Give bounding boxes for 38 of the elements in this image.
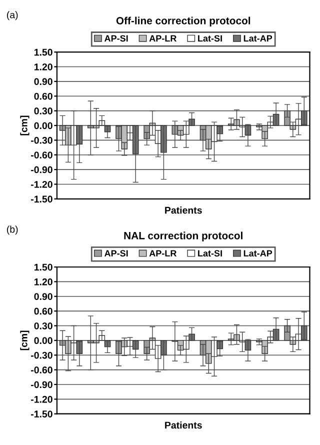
y-axis-title: [cm] (20, 116, 30, 136)
y-tick-label: 0.90 (34, 293, 52, 300)
y-tick-label: 0.00 (34, 122, 52, 130)
y-tick-label: 1.20 (34, 278, 52, 286)
x-axis-title: Patients (165, 206, 202, 214)
text: (a) (7, 11, 18, 20)
chart-title: NAL correction protocol (124, 232, 242, 242)
y-tick-label: -0.90 (31, 381, 52, 388)
y-tick-label: -0.90 (31, 166, 52, 174)
legend-label: AP-LR (149, 35, 177, 42)
y-tick-label: 0.30 (34, 322, 52, 330)
y-tick-label: 0.60 (34, 308, 52, 315)
y-tick-label: 0.00 (34, 337, 52, 344)
legend-label: AP-SI (104, 250, 128, 257)
text: (b) (7, 226, 18, 235)
y-tick-label: 1.20 (34, 63, 52, 70)
y-tick-label: 0.90 (34, 78, 52, 86)
y-tick-label: 1.50 (34, 264, 52, 271)
legend-label: Lat-SI (198, 250, 222, 257)
y-axis-title: [cm] (20, 330, 30, 350)
legend-label: Lat-SI (198, 35, 222, 42)
y-tick-label: -0.60 (31, 152, 52, 158)
y-tick-label: 0.30 (34, 108, 52, 114)
y-tick-label: -0.30 (31, 136, 52, 144)
y-tick-label: -1.20 (31, 396, 52, 403)
chart-title: Off-line correction protocol (116, 16, 250, 26)
legend-label: Lat-AP (244, 250, 272, 257)
y-tick-label: 0.60 (34, 92, 52, 100)
legend-label: Lat-AP (244, 35, 272, 42)
x-axis-title: Patients (165, 421, 202, 429)
legend-label: AP-LR (149, 250, 177, 256)
y-tick-label: -1.50 (31, 196, 52, 203)
y-tick-label: -1.20 (31, 180, 52, 188)
y-tick-label: -1.50 (31, 410, 52, 418)
y-tick-label: -0.60 (31, 366, 52, 374)
y-tick-label: -0.30 (31, 352, 52, 359)
legend-label: AP-SI (104, 35, 128, 42)
y-tick-label: 1.50 (34, 48, 52, 56)
